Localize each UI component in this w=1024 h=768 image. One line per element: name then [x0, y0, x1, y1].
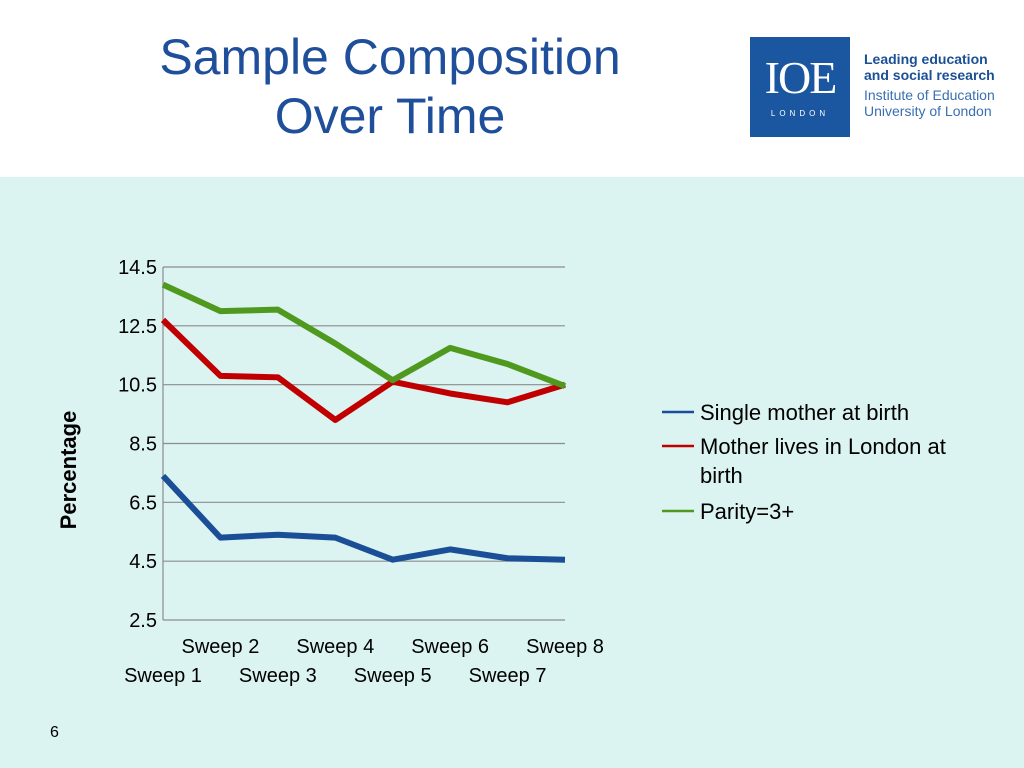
x-tick-label: Sweep 6 — [411, 636, 489, 658]
y-tick-label: 6.5 — [129, 492, 157, 514]
x-tick-labels: Sweep 1 Sweep 2 Sweep 3 Sweep 4 Sweep 5 Sweep… — [124, 636, 604, 687]
y-tick-label: 10.5 — [118, 375, 157, 397]
series-line — [160, 473, 566, 563]
series-line — [161, 281, 567, 389]
slide-title-line-1: Sample Composition — [159, 29, 621, 85]
y-tick-label: 4.5 — [129, 551, 157, 573]
x-tick-label: Sweep 2 — [182, 636, 260, 658]
chart-gridlines — [163, 266, 565, 621]
logo-tagline-2: and social research — [864, 67, 995, 83]
legend-entry: Mother lives in London at birth — [700, 434, 946, 488]
slide-header: Sample Composition Over Time IOE LONDON … — [0, 0, 1024, 177]
legend-entry: Parity=3+ — [700, 499, 794, 524]
x-tick-label: Sweep 3 — [239, 665, 317, 687]
logo-mark: IOE — [764, 52, 838, 103]
y-tick-label: 2.5 — [129, 610, 157, 632]
slide-title-line-2: Over Time — [274, 88, 506, 144]
slide-title: Sample Composition Over Time — [60, 28, 720, 146]
y-axis-label: Percentage — [56, 411, 81, 530]
x-tick-label: Sweep 5 — [354, 665, 432, 687]
page-number: 6 — [50, 724, 59, 741]
chart-panel — [0, 177, 1024, 768]
chart-legend: Single mother at birth Mother lives in Lo… — [662, 400, 946, 524]
x-tick-label: Sweep 4 — [296, 636, 374, 658]
y-tick-label: 8.5 — [129, 434, 157, 456]
logo-tagline-3: Institute of Education — [864, 87, 995, 103]
series-line — [160, 317, 566, 423]
y-tick-label: 12.5 — [118, 316, 157, 338]
chart-series — [160, 281, 567, 563]
logo-box: IOE LONDON — [750, 37, 850, 137]
logo-sub: LONDON — [770, 109, 830, 118]
x-tick-label: Sweep 8 — [526, 636, 604, 658]
y-tick-labels: 2.5 4.5 6.5 8.5 10.5 12.5 14.5 — [118, 257, 157, 632]
legend-entry: Single mother at birth — [700, 400, 909, 425]
y-tick-label: 14.5 — [118, 257, 157, 279]
x-tick-label: Sweep 1 — [124, 665, 202, 687]
logo-tagline-1: Leading education — [864, 51, 988, 67]
x-tick-label: Sweep 7 — [469, 665, 547, 687]
ioe-logo: IOE LONDON Leading education and social … — [750, 37, 1000, 137]
logo-tagline-4: University of London — [864, 103, 992, 119]
